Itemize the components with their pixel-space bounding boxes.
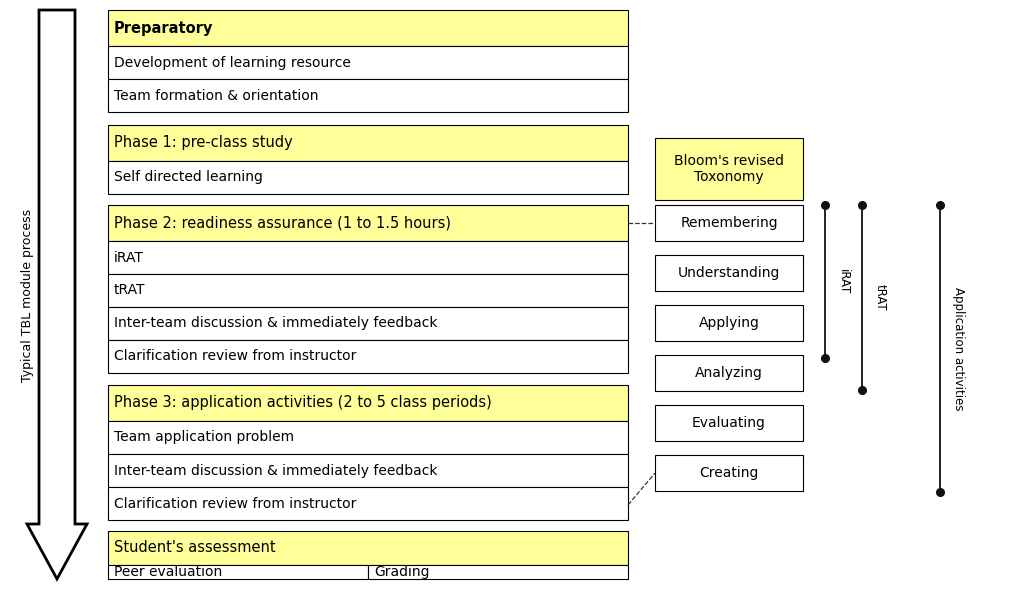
Bar	[108, 274, 628, 307]
Text: iRAT: iRAT	[837, 269, 850, 294]
Bar	[108, 487, 628, 520]
Bar	[108, 421, 628, 454]
Text: Phase 3: application activities (2 to 5 class periods): Phase 3: application activities (2 to 5 …	[114, 395, 492, 411]
Polygon shape	[27, 10, 87, 579]
Bar	[108, 161, 628, 194]
Text: Analyzing: Analyzing	[695, 366, 763, 380]
Bar	[108, 454, 628, 487]
Bar	[108, 46, 628, 79]
Bar	[655, 138, 803, 200]
Bar	[655, 205, 803, 241]
Text: Clarification review from instructor: Clarification review from instructor	[114, 497, 356, 511]
Text: iRAT: iRAT	[114, 250, 144, 264]
Text: Peer evaluation: Peer evaluation	[114, 565, 222, 579]
Bar	[655, 455, 803, 491]
Text: Bloom's revised
Toxonomy: Bloom's revised Toxonomy	[674, 154, 784, 184]
Text: Inter-team discussion & immediately feedback: Inter-team discussion & immediately feed…	[114, 316, 437, 330]
Bar	[108, 307, 628, 340]
Bar	[108, 125, 628, 161]
Bar	[108, 241, 628, 274]
Text: Team application problem: Team application problem	[114, 431, 294, 445]
Bar	[108, 79, 628, 112]
Text: Grading: Grading	[374, 565, 429, 579]
Text: Inter-team discussion & immediately feedback: Inter-team discussion & immediately feed…	[114, 464, 437, 478]
Text: Remembering: Remembering	[680, 216, 778, 230]
Bar	[108, 385, 628, 421]
Text: Student's assessment: Student's assessment	[114, 541, 275, 555]
Text: tRAT: tRAT	[874, 284, 887, 311]
Text: Creating: Creating	[699, 466, 759, 480]
Bar	[655, 255, 803, 291]
Bar	[655, 405, 803, 441]
Text: Preparatory: Preparatory	[114, 21, 213, 35]
Bar	[655, 305, 803, 341]
Text: Development of learning resource: Development of learning resource	[114, 55, 351, 70]
Text: Phase 2: readiness assurance (1 to 1.5 hours): Phase 2: readiness assurance (1 to 1.5 h…	[114, 216, 451, 230]
Text: Applying: Applying	[698, 316, 760, 330]
Bar	[108, 340, 628, 373]
Text: Typical TBL module process: Typical TBL module process	[22, 209, 35, 382]
Bar	[108, 565, 368, 579]
Text: Phase 1: pre-class study: Phase 1: pre-class study	[114, 135, 293, 151]
Text: Self directed learning: Self directed learning	[114, 170, 263, 184]
Text: Understanding: Understanding	[678, 266, 780, 280]
Bar	[368, 565, 628, 579]
Bar	[108, 205, 628, 241]
Text: Evaluating: Evaluating	[692, 416, 766, 430]
Bar	[108, 10, 628, 46]
Bar	[655, 355, 803, 391]
Bar	[108, 531, 628, 565]
Text: Application activities: Application activities	[952, 287, 965, 411]
Text: Clarification review from instructor: Clarification review from instructor	[114, 349, 356, 363]
Text: Team formation & orientation: Team formation & orientation	[114, 88, 318, 102]
Text: tRAT: tRAT	[114, 283, 145, 297]
